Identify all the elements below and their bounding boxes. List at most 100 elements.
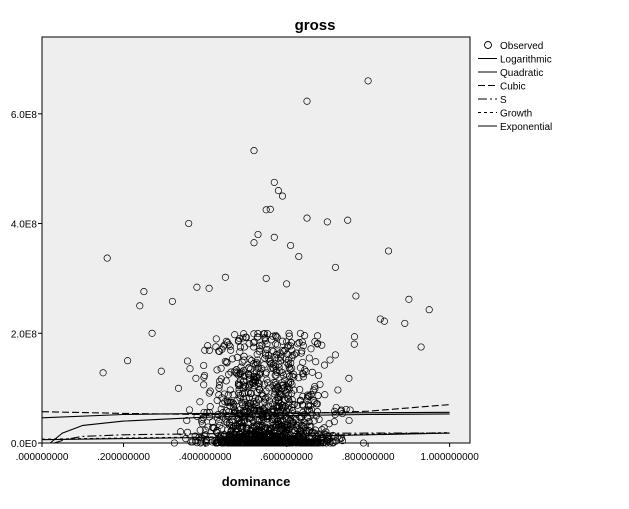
observed-point bbox=[270, 233, 278, 241]
observed-point bbox=[215, 384, 223, 392]
observed-point bbox=[350, 340, 358, 348]
observed-point bbox=[225, 370, 233, 378]
observed-point bbox=[262, 368, 270, 376]
observed-point bbox=[221, 398, 229, 406]
observed-point bbox=[223, 411, 231, 419]
observed-point bbox=[212, 335, 220, 343]
observed-point bbox=[230, 400, 238, 408]
observed-point bbox=[290, 370, 298, 378]
observed-point bbox=[240, 356, 248, 364]
observed-point bbox=[225, 431, 233, 439]
observed-point bbox=[215, 381, 224, 389]
observed-point bbox=[226, 402, 234, 410]
observed-point bbox=[312, 438, 320, 446]
observed-point bbox=[292, 421, 300, 429]
observed-point bbox=[272, 331, 280, 339]
observed-point bbox=[305, 354, 313, 362]
observed-point bbox=[250, 239, 258, 247]
observed-point bbox=[217, 364, 225, 372]
observed-point bbox=[197, 438, 205, 446]
observed-point bbox=[278, 346, 287, 355]
observed-point bbox=[376, 315, 384, 323]
observed-point bbox=[229, 437, 237, 445]
observed-point bbox=[285, 332, 293, 340]
observed-point bbox=[288, 346, 296, 354]
observed-point bbox=[359, 439, 368, 447]
observed-point bbox=[246, 365, 255, 373]
observed-point bbox=[223, 359, 231, 367]
legend-label-growth: Growth bbox=[500, 109, 532, 120]
observed-point bbox=[380, 317, 388, 325]
observed-point bbox=[235, 417, 243, 425]
observed-point bbox=[298, 338, 306, 346]
observed-point bbox=[276, 367, 284, 375]
observed-point bbox=[291, 437, 299, 445]
observed-point bbox=[329, 438, 337, 446]
observed-point bbox=[240, 395, 248, 403]
observed-point bbox=[263, 330, 272, 338]
observed-point bbox=[280, 395, 289, 403]
observed-point bbox=[259, 408, 267, 416]
observed-point bbox=[264, 438, 272, 446]
observed-point bbox=[249, 425, 257, 433]
observed-point bbox=[301, 366, 309, 374]
observed-point bbox=[296, 364, 304, 372]
observed-point bbox=[284, 342, 292, 350]
observed-point bbox=[242, 333, 250, 341]
observed-point bbox=[247, 404, 255, 412]
observed-point bbox=[240, 434, 248, 443]
legend-label-s: S bbox=[500, 95, 507, 106]
observed-point bbox=[405, 295, 413, 303]
observed-point bbox=[262, 206, 270, 214]
observed-point bbox=[196, 398, 204, 406]
observed-point bbox=[308, 410, 316, 418]
observed-point bbox=[350, 333, 359, 341]
observed-point bbox=[192, 374, 200, 382]
observed-point bbox=[229, 424, 237, 432]
observed-point bbox=[246, 439, 254, 447]
x-axis-label: dominance bbox=[222, 474, 291, 489]
observed-point bbox=[236, 376, 245, 384]
observed-point bbox=[103, 254, 111, 262]
observed-point bbox=[268, 346, 276, 354]
observed-point bbox=[225, 408, 233, 416]
observed-point bbox=[307, 423, 315, 431]
observed-point bbox=[245, 340, 253, 348]
observed-point bbox=[183, 357, 192, 365]
observed-point bbox=[230, 422, 238, 430]
observed-point bbox=[225, 398, 233, 406]
observed-point bbox=[269, 347, 277, 355]
observed-point bbox=[263, 376, 271, 384]
observed-point bbox=[274, 354, 282, 362]
observed-point bbox=[268, 408, 276, 416]
observed-point bbox=[99, 369, 107, 377]
observed-point bbox=[320, 361, 329, 369]
observed-point bbox=[272, 401, 280, 410]
observed-point bbox=[220, 341, 229, 349]
observed-point bbox=[244, 389, 252, 397]
chart-title: gross bbox=[295, 17, 336, 34]
observed-point bbox=[257, 417, 265, 425]
observed-point bbox=[292, 410, 301, 418]
observed-point bbox=[280, 348, 288, 356]
observed-point bbox=[273, 341, 281, 349]
observed-point bbox=[186, 365, 194, 373]
observed-point bbox=[315, 371, 323, 380]
fit-line-cubic bbox=[41, 404, 450, 416]
legend-label-exponential: Exponential bbox=[500, 122, 552, 133]
observed-point bbox=[196, 426, 204, 434]
observed-point bbox=[226, 342, 234, 350]
observed-point bbox=[401, 319, 409, 327]
observed-point bbox=[258, 365, 266, 373]
observed-point bbox=[283, 359, 291, 367]
observed-point bbox=[256, 386, 264, 394]
y-tick-label: 4.0E8 bbox=[11, 220, 38, 231]
observed-point bbox=[299, 392, 307, 400]
observed-point bbox=[337, 407, 345, 415]
observed-point bbox=[246, 355, 254, 363]
observed-point bbox=[234, 337, 242, 345]
observed-point bbox=[185, 219, 193, 228]
x-tick-label: .600000000 bbox=[260, 452, 313, 463]
observed-point bbox=[323, 218, 331, 226]
observed-point bbox=[215, 347, 223, 355]
